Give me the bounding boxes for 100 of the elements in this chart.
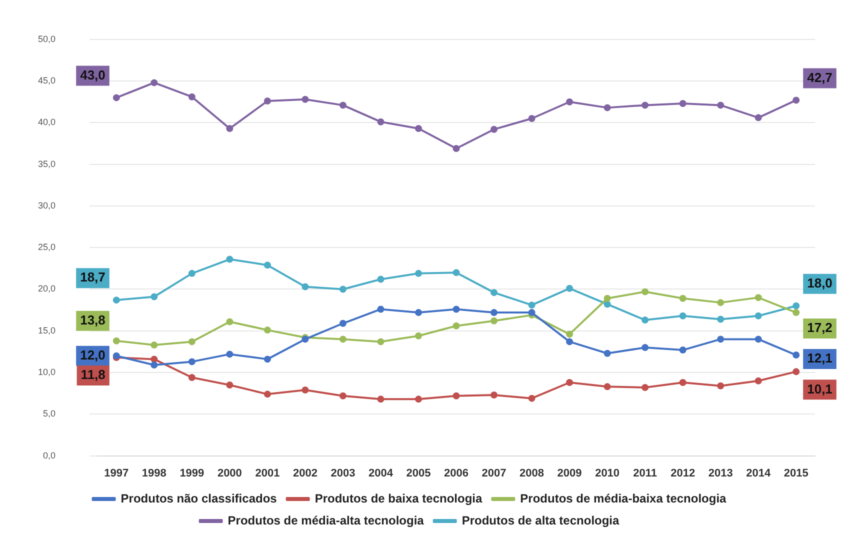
point: [679, 294, 686, 302]
point: [604, 383, 611, 390]
point: [754, 312, 762, 320]
point: [264, 98, 271, 105]
point: [792, 302, 800, 310]
point: [302, 96, 309, 103]
point: [414, 396, 422, 403]
point: [452, 392, 460, 400]
point: [188, 374, 196, 382]
x-tick-label: 2002: [292, 467, 318, 480]
point: [528, 302, 536, 309]
point: [528, 115, 536, 122]
legend-label: Produtos de baixa tecnologia: [314, 491, 483, 506]
point: [339, 336, 346, 343]
point: [679, 346, 686, 354]
point: [642, 102, 649, 109]
legend-label: Produtos de média-baixa tecnologia: [520, 491, 727, 506]
point: [528, 394, 536, 402]
point: [566, 98, 574, 106]
point: [414, 270, 422, 277]
legend-label: Produtos de média-alta tecnologia: [228, 513, 424, 528]
point: [604, 350, 611, 357]
y-tick-label: 25,0: [38, 242, 56, 252]
point: [642, 344, 649, 352]
point: [754, 294, 762, 302]
y-tick-label: 50,0: [38, 34, 56, 44]
data-label: 18,0: [807, 275, 832, 290]
x-tick-label: 2014: [746, 467, 772, 480]
point: [679, 100, 686, 108]
point: [414, 125, 422, 132]
point: [452, 306, 460, 313]
point: [377, 276, 384, 283]
point: [339, 102, 346, 109]
point: [792, 352, 800, 359]
point: [414, 332, 422, 340]
y-tick-label: 40,0: [38, 117, 56, 128]
y-tick-label: 20,0: [38, 284, 56, 294]
point: [717, 336, 724, 343]
point: [377, 396, 384, 403]
x-tick-label: 2009: [557, 467, 582, 480]
point: [642, 316, 649, 324]
point: [150, 356, 158, 363]
y-tick-label: 5,0: [43, 408, 56, 419]
x-tick-label: 2015: [784, 467, 808, 480]
point: [452, 144, 460, 152]
point: [566, 379, 574, 386]
point: [226, 350, 234, 358]
point: [754, 114, 762, 122]
point: [679, 312, 686, 320]
y-tick-label: 35,0: [38, 158, 56, 169]
y-tick-label: 10,0: [38, 367, 56, 378]
point: [566, 284, 574, 292]
point: [339, 320, 346, 327]
point: [226, 318, 234, 326]
point: [490, 392, 498, 399]
x-tick-label: 2004: [368, 467, 394, 480]
x-tick-label: 2003: [330, 467, 356, 480]
point: [302, 283, 309, 290]
x-tick-label: 2006: [444, 467, 468, 480]
data-label: 11,8: [80, 367, 106, 382]
data-label: 43,0: [80, 67, 106, 82]
data-label: 42,7: [807, 70, 832, 85]
point: [717, 316, 724, 323]
point: [264, 390, 271, 398]
point: [150, 362, 158, 369]
point: [150, 342, 158, 349]
point: [226, 125, 234, 132]
point: [377, 306, 384, 313]
point: [717, 102, 724, 109]
point: [792, 309, 800, 316]
point: [642, 288, 649, 296]
point: [188, 270, 196, 277]
point: [717, 382, 724, 390]
data-label: 10,1: [807, 381, 832, 396]
point: [717, 299, 724, 306]
point: [792, 96, 800, 104]
point: [377, 118, 384, 126]
point: [339, 286, 346, 293]
point: [226, 256, 234, 263]
x-tick-label: 2012: [670, 467, 696, 480]
data-label: 12,1: [807, 350, 832, 366]
point: [679, 379, 686, 386]
x-tick-label: 2005: [406, 467, 431, 480]
point: [604, 294, 611, 302]
point: [566, 338, 574, 346]
point: [264, 262, 271, 269]
point: [490, 309, 498, 316]
x-tick-label: 1999: [180, 467, 204, 480]
point: [528, 309, 536, 316]
point: [264, 326, 271, 334]
point: [377, 338, 384, 346]
point: [112, 337, 120, 344]
point: [754, 336, 762, 343]
data-label: 17,2: [807, 320, 832, 336]
point: [150, 79, 158, 86]
x-tick-label: 2001: [255, 467, 280, 480]
point: [339, 392, 346, 400]
point: [792, 368, 800, 376]
point: [604, 300, 611, 308]
point: [754, 377, 762, 384]
